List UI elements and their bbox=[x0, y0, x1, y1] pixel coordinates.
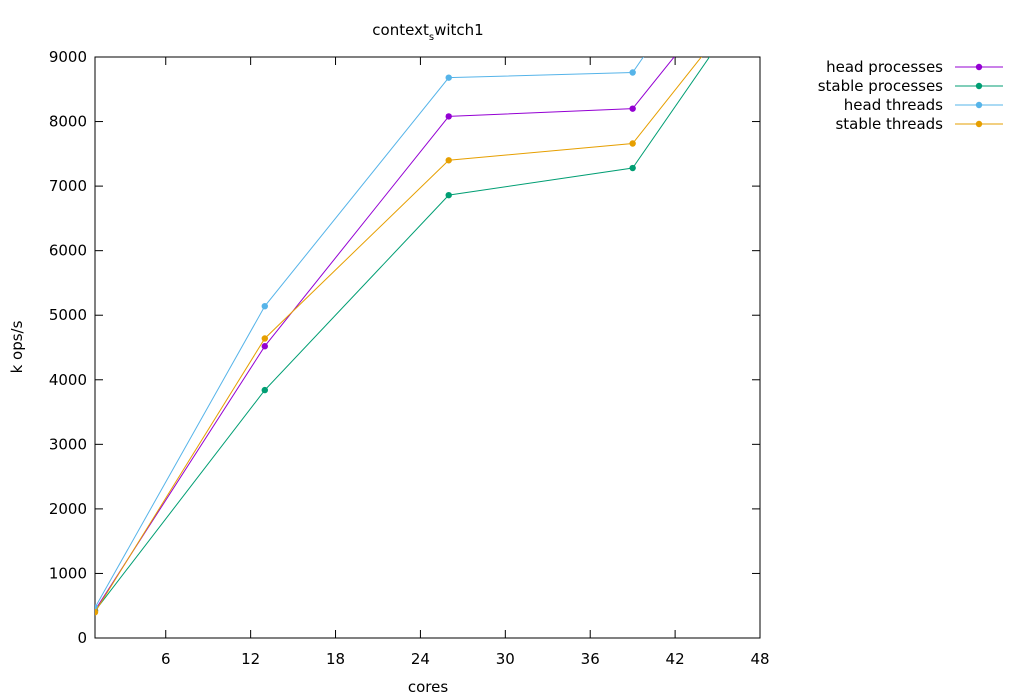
series-head-processes bbox=[95, 57, 675, 614]
y-tick-label: 2000 bbox=[49, 500, 87, 518]
legend-label: head threads bbox=[844, 96, 943, 114]
series-line bbox=[95, 57, 702, 613]
legend-label: stable threads bbox=[835, 115, 943, 133]
series-stable-processes bbox=[95, 57, 711, 615]
y-tick-label: 7000 bbox=[49, 177, 87, 195]
series-line bbox=[95, 57, 644, 608]
series-line bbox=[95, 57, 675, 611]
y-tick-label: 6000 bbox=[49, 242, 87, 260]
x-tick-label: 42 bbox=[666, 650, 685, 668]
y-tick-label: 5000 bbox=[49, 306, 87, 324]
data-point bbox=[445, 113, 452, 120]
data-point bbox=[261, 386, 268, 394]
data-point bbox=[261, 302, 268, 310]
chart-title: contextswitch1 bbox=[372, 21, 483, 43]
y-tick-label: 1000 bbox=[49, 564, 87, 582]
y-tick-label: 8000 bbox=[49, 113, 87, 131]
legend-item: stable processes bbox=[818, 77, 1003, 95]
legend-item: stable threads bbox=[835, 115, 1003, 133]
legend-marker bbox=[975, 82, 983, 90]
y-tick-label: 3000 bbox=[49, 435, 87, 453]
x-tick-label: 36 bbox=[581, 650, 600, 668]
x-tick-label: 30 bbox=[496, 650, 515, 668]
x-tick-label: 6 bbox=[161, 650, 171, 668]
data-point bbox=[261, 343, 268, 350]
data-point bbox=[445, 157, 452, 164]
plot-frame bbox=[94, 56, 761, 639]
series-stable-threads bbox=[95, 57, 702, 616]
data-point bbox=[445, 74, 452, 81]
legend-marker bbox=[975, 101, 983, 109]
data-point bbox=[629, 164, 636, 172]
data-point bbox=[95, 608, 99, 616]
y-tick-label: 4000 bbox=[49, 371, 87, 389]
x-tick-label: 12 bbox=[241, 650, 260, 668]
data-point bbox=[445, 191, 452, 199]
legend-item: head processes bbox=[826, 58, 1003, 76]
series-layer bbox=[95, 57, 711, 616]
data-point bbox=[629, 69, 636, 76]
legend-marker bbox=[975, 63, 983, 71]
legend-label: head processes bbox=[826, 58, 943, 76]
legend-item: head threads bbox=[844, 96, 1003, 114]
data-point bbox=[629, 105, 636, 112]
legend-label: stable processes bbox=[818, 77, 943, 95]
series-line bbox=[95, 57, 711, 612]
y-tick-label: 9000 bbox=[49, 48, 87, 66]
data-point bbox=[629, 140, 636, 147]
x-tick-label: 48 bbox=[750, 650, 769, 668]
axes-layer: 6 12 18 24 30 36 42 48 0 1000 2000 3000 4000 5000 6000… bbox=[49, 48, 770, 668]
data-point bbox=[261, 335, 268, 342]
x-axis-label: cores bbox=[408, 678, 448, 696]
y-tick-label: 0 bbox=[77, 629, 87, 647]
y-axis-label: k ops/s bbox=[8, 320, 26, 373]
series-head-threads bbox=[95, 57, 644, 611]
legend-marker bbox=[975, 120, 983, 128]
x-tick-label: 24 bbox=[411, 650, 430, 668]
x-tick-label: 18 bbox=[326, 650, 345, 668]
